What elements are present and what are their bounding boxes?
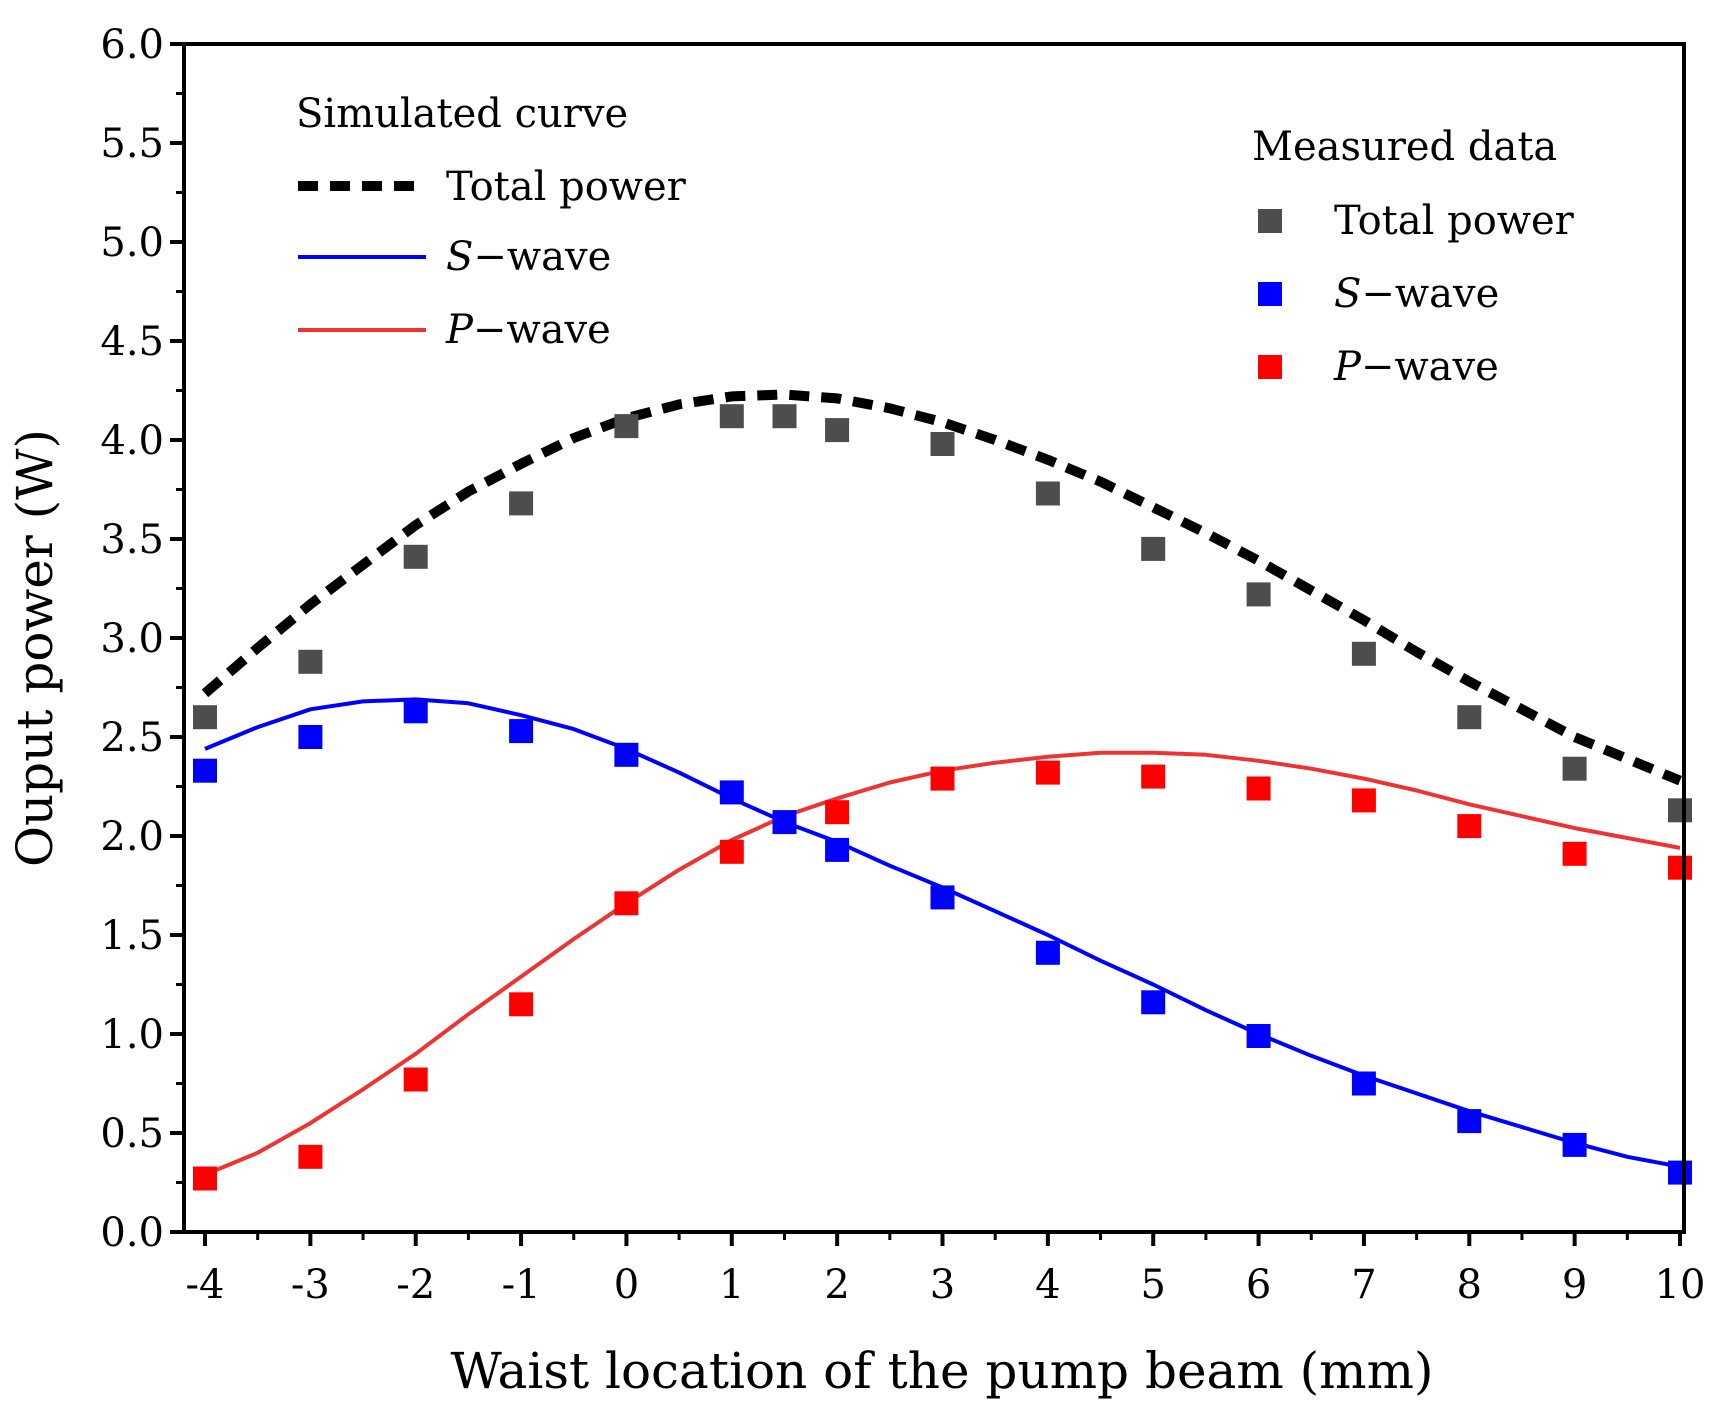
axis-ticks xyxy=(170,42,1682,1246)
measured-p-wave-point xyxy=(825,800,850,825)
measured-total-power-point xyxy=(614,414,639,439)
y-tick-label: 1.0 xyxy=(100,1012,164,1058)
measured-s-wave-point xyxy=(1141,990,1166,1015)
x-tick-label: 8 xyxy=(1457,1262,1482,1308)
measured-markers xyxy=(193,404,1692,1191)
legend-total-power-marker xyxy=(1258,209,1282,233)
legend-measured-title: Measured data xyxy=(1252,124,1557,170)
measured-s-wave-point xyxy=(193,758,217,783)
measured-p-wave-point xyxy=(403,1067,428,1092)
tick-labels: -4 -3 -2 -1 0 1 2 3 4 5 6 7 8 9 10 0.0 0.5 1.0 1.5 2.0 2.5 3.… xyxy=(100,22,1705,1308)
x-tick-label: 6 xyxy=(1246,1262,1271,1308)
y-tick-label: 0.0 xyxy=(100,1210,164,1256)
measured-p-wave-point xyxy=(509,992,534,1017)
measured-s-wave-point xyxy=(614,742,639,767)
y-tick-label: 2.0 xyxy=(100,814,164,860)
measured-total-power-point xyxy=(509,491,534,516)
measured-p-wave-point xyxy=(1457,814,1482,839)
measured-s-wave-point xyxy=(719,780,744,805)
measured-p-wave-point xyxy=(1668,855,1692,880)
measured-total-power-point xyxy=(930,432,955,456)
legend-simulated: Simulated curve Total power S−wave P−wav… xyxy=(296,91,687,353)
measured-s-wave-point xyxy=(509,719,534,744)
y-tick-label: 4.5 xyxy=(100,319,164,365)
legend-p-wave-marker xyxy=(1258,355,1282,379)
measured-p-wave-point xyxy=(1246,776,1271,801)
measured-p-wave-point xyxy=(614,891,639,916)
y-tick-label: 3.0 xyxy=(100,616,164,662)
legend-s-wave-label: S−wave xyxy=(446,234,611,280)
measured-s-wave-point xyxy=(1562,1132,1587,1157)
y-tick-label: 5.5 xyxy=(100,121,164,167)
measured-s-wave-point xyxy=(1668,1160,1692,1185)
measured-s-wave-point xyxy=(1035,940,1060,965)
measured-total-power-point xyxy=(1457,705,1482,730)
legend-total-power-label: Total power xyxy=(446,164,687,210)
legend-measured: Measured data Total power S−wave P−wave xyxy=(1252,124,1575,390)
measured-s-wave-point xyxy=(825,837,850,862)
measured-total-power-point xyxy=(403,544,428,569)
x-tick-label: 0 xyxy=(614,1262,639,1308)
x-tick-label: 4 xyxy=(1035,1262,1060,1308)
legend-p-wave-label: P−wave xyxy=(445,307,611,353)
measured-s-wave-point xyxy=(930,885,955,910)
measured-total-power-point xyxy=(1246,582,1271,607)
x-tick-label: -1 xyxy=(502,1262,541,1308)
measured-total-power-point xyxy=(1351,641,1376,666)
measured-total-power-point xyxy=(719,404,744,429)
y-tick-label: 1.5 xyxy=(100,913,164,959)
x-tick-label: 2 xyxy=(824,1262,849,1308)
legend-s-wave-marker xyxy=(1258,282,1282,306)
legend-simulated-title: Simulated curve xyxy=(296,91,628,137)
y-tick-label: 5.0 xyxy=(100,220,164,266)
measured-s-wave-point xyxy=(772,810,797,835)
measured-s-wave-point xyxy=(298,725,323,749)
measured-p-wave-point xyxy=(719,839,744,864)
x-tick-label: 3 xyxy=(930,1262,955,1308)
legend-measured-s-label: S−wave xyxy=(1334,271,1499,317)
measured-s-wave-point xyxy=(403,699,428,724)
measured-total-power-point xyxy=(825,418,850,443)
legend-measured-p-label: P−wave xyxy=(1333,344,1499,390)
measured-total-power-point xyxy=(193,705,217,730)
x-axis-title: Waist location of the pump beam (mm) xyxy=(450,1342,1433,1400)
x-tick-label: -2 xyxy=(396,1262,435,1308)
x-tick-label: 10 xyxy=(1655,1262,1706,1308)
x-tick-label: 7 xyxy=(1351,1262,1376,1308)
x-tick-label: -3 xyxy=(291,1262,330,1308)
y-tick-label: 3.5 xyxy=(100,517,164,563)
legend-measured-total-label: Total power xyxy=(1334,198,1575,244)
measured-p-wave-point xyxy=(1562,841,1587,866)
measured-s-wave-point xyxy=(1351,1071,1376,1096)
x-tick-label: 1 xyxy=(719,1262,744,1308)
measured-total-power-point xyxy=(1035,481,1060,506)
x-tick-label: 5 xyxy=(1140,1262,1165,1308)
y-axis-title: Ouput power (W) xyxy=(6,429,64,867)
x-tick-label: 9 xyxy=(1562,1262,1587,1308)
measured-p-wave-point xyxy=(298,1144,323,1169)
measured-s-wave-point xyxy=(1457,1109,1482,1134)
measured-p-wave-point xyxy=(193,1166,217,1191)
measured-total-power-point xyxy=(1141,536,1166,561)
y-tick-label: 2.5 xyxy=(100,715,164,761)
y-tick-label: 6.0 xyxy=(100,22,164,68)
measured-p-wave-point xyxy=(1351,788,1376,813)
measured-total-power-point xyxy=(298,649,323,674)
y-tick-label: 0.5 xyxy=(100,1111,164,1157)
simulated-total-power-line xyxy=(201,389,1682,786)
measured-p-wave-point xyxy=(1035,760,1060,785)
measured-p-wave-point xyxy=(1141,764,1166,789)
x-tick-label: -4 xyxy=(186,1262,225,1308)
measured-total-power-point xyxy=(1668,798,1692,823)
measured-total-power-point xyxy=(772,404,797,429)
measured-s-wave-point xyxy=(1246,1024,1271,1048)
measured-p-wave-point xyxy=(930,766,955,791)
y-tick-label: 4.0 xyxy=(100,418,164,464)
measured-total-power-point xyxy=(1562,756,1587,781)
